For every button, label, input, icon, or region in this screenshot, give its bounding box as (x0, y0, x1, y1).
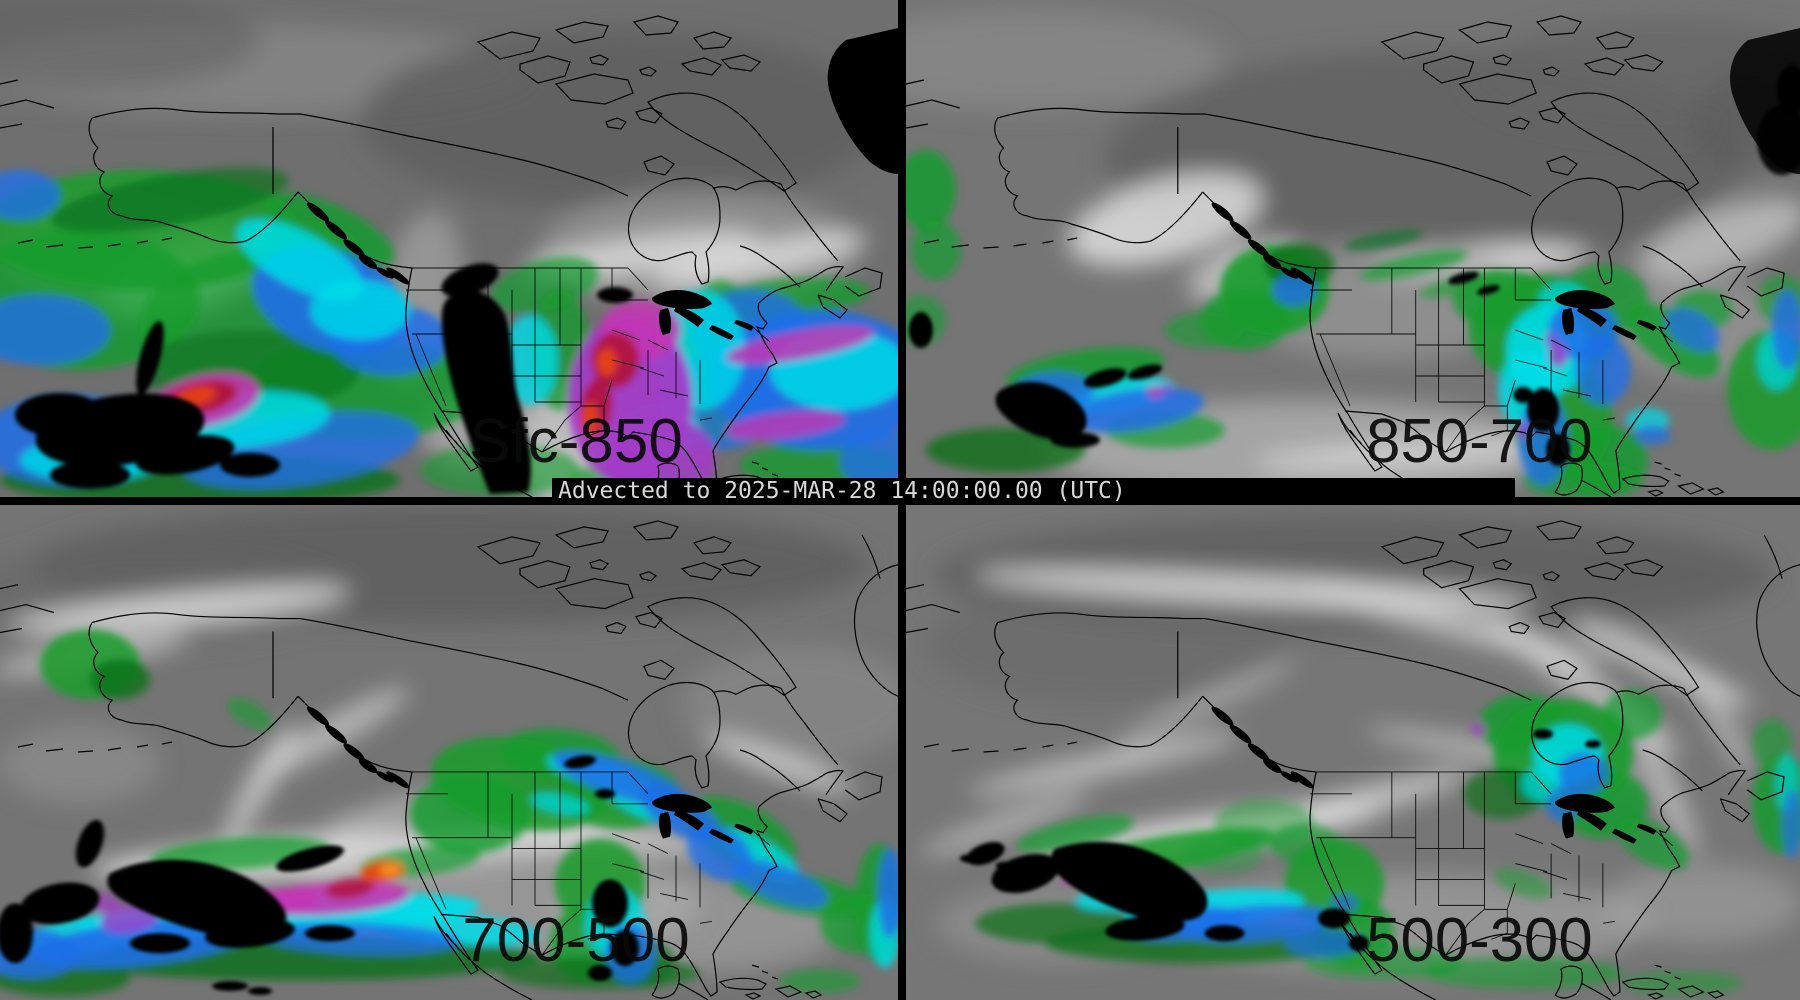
advection-timestamp: Advected to 2025-MAR-28 14:00:00.00 (UTC… (558, 478, 1126, 504)
map-500-300: 500-300 (906, 505, 1800, 1000)
map-sfc-850: Sfc-850 (0, 0, 898, 497)
map-850-700: 850-700 (906, 0, 1800, 497)
panel-sfc-850: Sfc-850 (0, 0, 898, 497)
advection-status-bar: Advected to 2025-MAR-28 14:00:00.00 (UTC… (552, 478, 1515, 505)
panel-label-700-500: 700-500 (462, 906, 689, 975)
map-700-500: 700-500 (0, 505, 898, 1000)
panel-label-850-700: 850-700 (1366, 407, 1593, 476)
panel-500-300: 500-300 (906, 505, 1800, 1000)
panel-700-500: 700-500 (0, 505, 898, 1000)
panel-label-500-300: 500-300 (1366, 906, 1592, 975)
panel-850-700: 850-700 (906, 0, 1800, 497)
panel-label-sfc-850: Sfc-850 (469, 407, 683, 476)
